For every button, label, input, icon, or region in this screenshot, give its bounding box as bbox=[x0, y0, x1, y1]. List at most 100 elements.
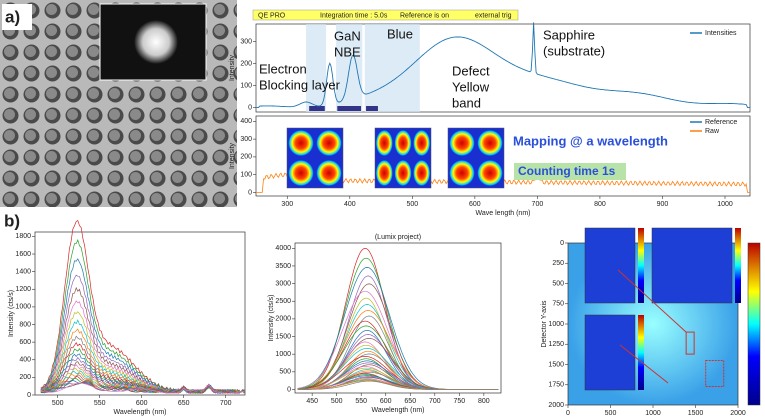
status-text: Integration time : 5.0s bbox=[320, 12, 388, 19]
annotation: Electron bbox=[259, 61, 307, 76]
x-tick-label: 0 bbox=[566, 410, 570, 417]
x-axis-label: Wavelength (nm) bbox=[113, 409, 166, 416]
y-tick-label: 2000 bbox=[548, 402, 564, 409]
detector-inset bbox=[585, 315, 635, 390]
legend-label: Reference bbox=[705, 119, 737, 126]
status-text: external trig bbox=[475, 12, 512, 19]
spectrum-curve bbox=[41, 221, 244, 394]
x-tick-label: 600 bbox=[136, 400, 148, 407]
x-tick-label: 900 bbox=[657, 201, 669, 208]
spectrum-curve bbox=[298, 248, 499, 389]
annotation: Blue bbox=[387, 26, 413, 41]
x-tick-label: 450 bbox=[306, 398, 318, 405]
x-tick-label: 700 bbox=[429, 398, 441, 405]
y-tick-label: 1600 bbox=[15, 251, 31, 258]
y-tick-label: 250 bbox=[552, 260, 564, 267]
heatmap-spot bbox=[477, 130, 502, 156]
annotation: (substrate) bbox=[543, 43, 605, 58]
band-shade bbox=[306, 24, 326, 112]
band-marker bbox=[366, 106, 378, 111]
y-tick-label: 0 bbox=[27, 392, 31, 399]
y-tick-label: 600 bbox=[19, 339, 31, 346]
y-tick-label: 1000 bbox=[275, 351, 291, 358]
y-tick-label: 200 bbox=[240, 154, 252, 161]
spectrum-curve bbox=[41, 288, 244, 392]
status-text: QE PRO bbox=[258, 12, 286, 19]
y-tick-label: 0 bbox=[287, 386, 291, 393]
x-tick-label: 800 bbox=[478, 398, 490, 405]
heatmap-spot bbox=[376, 130, 393, 156]
y-axis-label: Intensity (cts/s) bbox=[268, 294, 275, 341]
plot-title: (Lumix project) bbox=[375, 234, 421, 241]
y-tick-label: 2000 bbox=[275, 316, 291, 323]
colorbar bbox=[748, 243, 760, 405]
y-tick-label: 300 bbox=[240, 38, 252, 45]
annotation: Mapping @ a wavelength bbox=[513, 133, 668, 148]
annotation: Yellow bbox=[452, 79, 490, 94]
heatmap-spot bbox=[413, 160, 430, 186]
y-tick-label: 400 bbox=[240, 118, 252, 125]
spectrum-curve bbox=[298, 267, 499, 389]
y-tick-label: 400 bbox=[19, 357, 31, 364]
y-tick-label: 1250 bbox=[548, 341, 564, 348]
y-tick-label: 200 bbox=[19, 374, 31, 381]
x-tick-label: 300 bbox=[281, 201, 293, 208]
x-tick-label: 2000 bbox=[730, 410, 746, 417]
y-tick-label: 1750 bbox=[548, 382, 564, 389]
intensity-curve bbox=[256, 22, 750, 107]
x-tick-label: 1000 bbox=[717, 201, 733, 208]
heatmap-spot bbox=[449, 130, 474, 156]
x-tick-label: 1500 bbox=[688, 410, 704, 417]
spectrum-curve bbox=[41, 240, 244, 393]
y-tick-label: 2500 bbox=[275, 298, 291, 305]
y-tick-label: 800 bbox=[19, 321, 31, 328]
annotation: Blocking layer bbox=[259, 77, 341, 92]
x-tick-label: 500 bbox=[406, 201, 418, 208]
y-tick-label: 300 bbox=[240, 136, 252, 143]
y-axis-label: Intensity (cts/s) bbox=[8, 290, 15, 337]
x-tick-label: 500 bbox=[52, 400, 64, 407]
y-tick-label: 3500 bbox=[275, 263, 291, 270]
heatmap-spot bbox=[413, 130, 430, 156]
legend-label: Intensities bbox=[705, 30, 737, 37]
band-marker bbox=[337, 106, 361, 111]
x-tick-label: 500 bbox=[331, 398, 343, 405]
x-tick-label: 550 bbox=[94, 400, 106, 407]
y-tick-label: 3000 bbox=[275, 280, 291, 287]
y-tick-label: 0 bbox=[560, 240, 564, 247]
band-marker bbox=[309, 106, 325, 111]
y-tick-label: 750 bbox=[552, 301, 564, 308]
heatmap-spot bbox=[477, 160, 502, 186]
annotation: NBE bbox=[334, 44, 361, 59]
y-tick-label: 500 bbox=[279, 369, 291, 376]
x-tick-label: 550 bbox=[355, 398, 367, 405]
x-tick-label: 600 bbox=[380, 398, 392, 405]
y-axis-label: Intensity bbox=[229, 142, 236, 169]
x-tick-label: 1000 bbox=[645, 410, 661, 417]
y-tick-label: 100 bbox=[240, 172, 252, 179]
y-tick-label: 1500 bbox=[548, 361, 564, 368]
y-axis-label: Detector Y-axis bbox=[541, 300, 548, 348]
heatmap-spot bbox=[395, 130, 412, 156]
heatmap-spot bbox=[376, 160, 393, 186]
annotation: Counting time 1s bbox=[518, 164, 616, 178]
y-axis-label: Intensity bbox=[229, 54, 236, 81]
panel-label: a) bbox=[5, 7, 20, 26]
legend-label: Raw bbox=[705, 128, 720, 135]
y-tick-label: 500 bbox=[552, 280, 564, 287]
y-tick-label: 0 bbox=[248, 189, 252, 196]
x-tick-label: 650 bbox=[178, 400, 190, 407]
panel-label: b) bbox=[4, 211, 20, 230]
y-tick-label: 1000 bbox=[548, 321, 564, 328]
inset-colorbar bbox=[735, 228, 741, 303]
y-tick-label: 1200 bbox=[15, 286, 31, 293]
detector-inset bbox=[585, 228, 635, 303]
y-tick-label: 100 bbox=[240, 82, 252, 89]
y-tick-label: 0 bbox=[248, 104, 252, 111]
inset-colorbar bbox=[638, 228, 644, 303]
x-tick-label: 400 bbox=[344, 201, 356, 208]
annotation: Defect bbox=[452, 63, 490, 78]
heatmap-spot bbox=[316, 130, 341, 156]
annotation: Sapphire bbox=[543, 27, 595, 42]
heatmap-spot bbox=[449, 160, 474, 186]
